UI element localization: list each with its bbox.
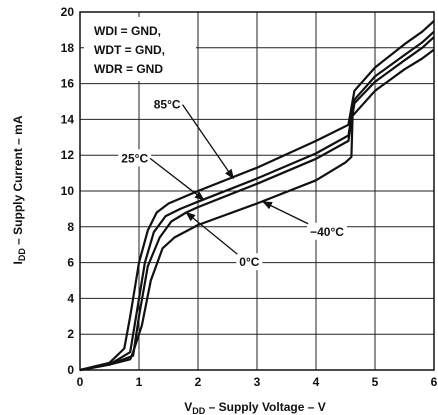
x-axis-label-rest: – Supply Voltage – V bbox=[205, 400, 325, 414]
y-tick-label: 18 bbox=[61, 41, 75, 55]
y-tick-label: 4 bbox=[67, 291, 74, 305]
condition-line-2: WDT = GND, bbox=[94, 43, 165, 57]
series-line-0 bbox=[79, 20, 435, 372]
x-tick-label: 2 bbox=[195, 375, 202, 389]
x-axis-label-main: V bbox=[184, 400, 192, 414]
annotations: 85°C 25°C 0°C −40°C bbox=[118, 95, 347, 271]
annotation-label-0: 85°C bbox=[154, 98, 181, 112]
y-tick-label: 8 bbox=[67, 220, 74, 234]
x-tick-label: 5 bbox=[372, 375, 379, 389]
series-line-3 bbox=[79, 48, 435, 372]
y-tick-label: 14 bbox=[61, 112, 75, 126]
annotation-arrow-1 bbox=[149, 157, 205, 201]
x-tick-label: 3 bbox=[254, 375, 261, 389]
x-tick-label: 0 bbox=[77, 375, 84, 389]
annotation-label-1: 25°C bbox=[121, 151, 148, 165]
y-tick-label: 2 bbox=[67, 327, 74, 341]
annotation-arrow-3 bbox=[262, 201, 309, 225]
x-tick-label: 6 bbox=[431, 375, 438, 389]
condition-line-1: WDI = GND, bbox=[94, 24, 161, 38]
annotation-bg-1 bbox=[118, 149, 152, 167]
plot-frame bbox=[79, 11, 435, 371]
annotation-arrow-0 bbox=[182, 104, 234, 180]
conditions-background bbox=[84, 17, 196, 81]
series-line-2 bbox=[79, 36, 435, 372]
y-tick-label: 12 bbox=[61, 148, 75, 162]
x-tick-label: 1 bbox=[136, 375, 143, 389]
annotation-bg-3 bbox=[307, 222, 347, 240]
y-axis-label-main: I bbox=[11, 261, 25, 264]
annotation-bg-0 bbox=[150, 95, 184, 113]
conditions-box: WDI = GND, WDT = GND, WDR = GND bbox=[84, 17, 196, 81]
annotation-arrow-2 bbox=[185, 211, 238, 255]
series-lines bbox=[79, 20, 435, 372]
x-tick-label: 4 bbox=[313, 375, 320, 389]
condition-line-3: WDR = GND bbox=[94, 62, 163, 76]
x-axis-label-sub: DD bbox=[192, 406, 205, 415]
annotation-label-3: −40°C bbox=[310, 225, 344, 239]
y-tick-label: 6 bbox=[67, 256, 74, 270]
series-line-1 bbox=[79, 30, 435, 372]
y-tick-label: 10 bbox=[61, 184, 75, 198]
y-axis-label: IDD – Supply Current – mA bbox=[11, 115, 27, 264]
y-tick-label: 0 bbox=[67, 363, 74, 377]
y-axis-label-rest: – Supply Current – mA bbox=[11, 115, 25, 248]
y-tick-label: 16 bbox=[61, 77, 75, 91]
annotation-bg-2 bbox=[236, 253, 263, 271]
y-axis-label-sub: DD bbox=[17, 248, 27, 261]
annotation-label-2: 0°C bbox=[239, 255, 259, 269]
x-axis-label: VDD – Supply Voltage – V bbox=[184, 400, 326, 415]
y-tick-label: 20 bbox=[61, 5, 75, 19]
